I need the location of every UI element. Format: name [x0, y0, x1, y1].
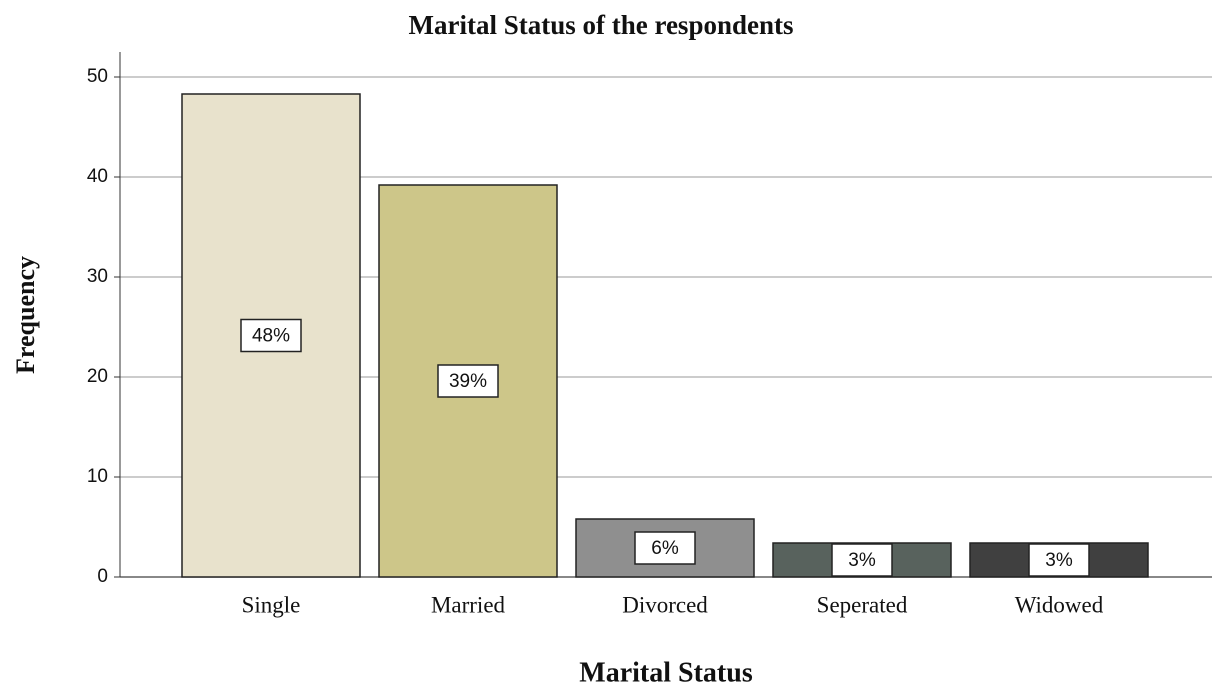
x-tick-label: Widowed: [1015, 592, 1104, 617]
y-axis-label: Frequency: [11, 256, 40, 374]
chart-title: Marital Status of the respondents: [408, 10, 793, 40]
y-tick-label: 30: [87, 266, 108, 287]
y-tick-label: 40: [87, 166, 108, 187]
y-tick-label: 0: [97, 566, 108, 587]
value-label: 3%: [848, 550, 876, 571]
x-tick-label: Seperated: [817, 592, 908, 617]
y-tick-label: 20: [87, 366, 108, 387]
value-label-box: [437, 364, 499, 398]
x-axis-label: Marital Status: [579, 657, 753, 688]
y-tick-label: 10: [87, 466, 108, 487]
y-tick-label: 50: [87, 66, 108, 87]
x-tick-label: Single: [242, 592, 301, 617]
value-label: 39%: [449, 371, 487, 392]
x-tick-label: Married: [431, 592, 506, 617]
value-label-box: [634, 531, 696, 565]
value-label-box: [240, 318, 302, 353]
value-label: 48%: [252, 326, 290, 347]
value-label: 6%: [651, 538, 679, 559]
x-tick-label: Divorced: [622, 592, 708, 617]
value-label: 3%: [1045, 550, 1073, 571]
value-label-box: [1028, 543, 1090, 577]
value-label-box: [831, 543, 893, 577]
